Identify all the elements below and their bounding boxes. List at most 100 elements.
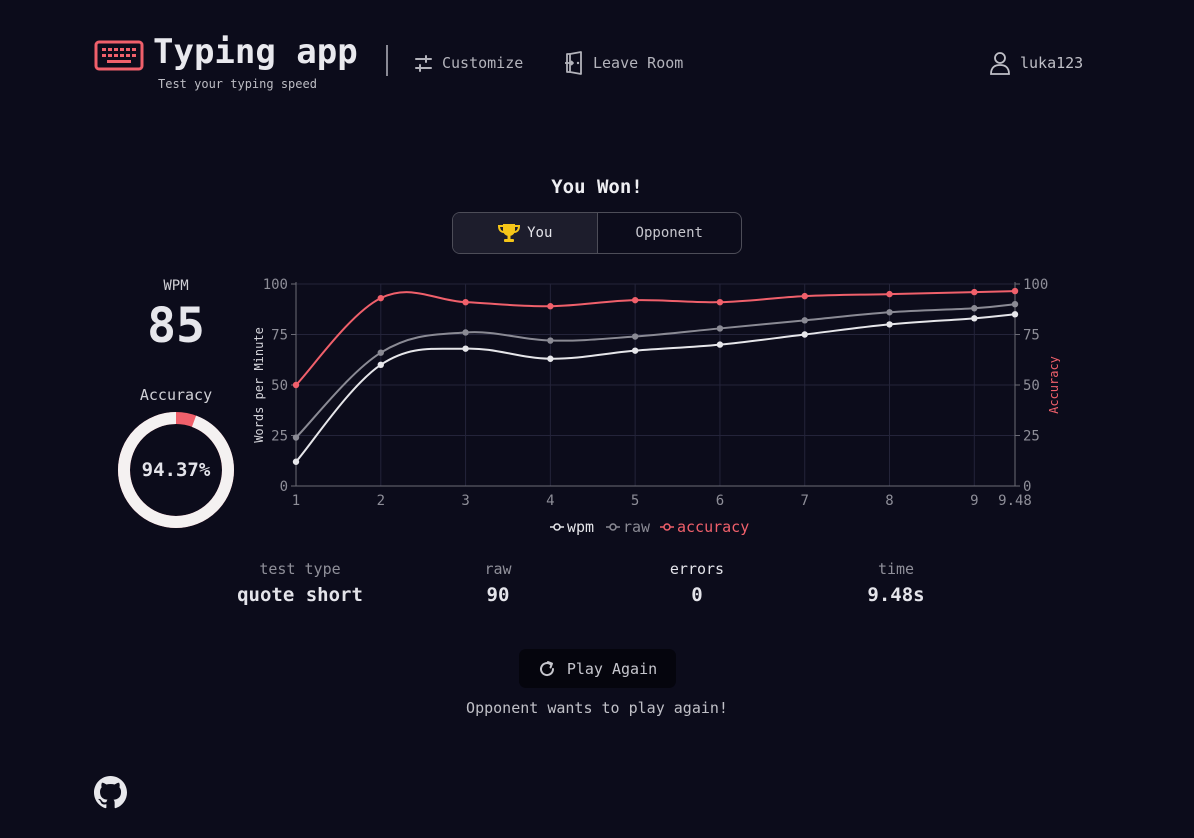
wpm-label: WPM	[163, 278, 189, 294]
point-accuracy	[462, 298, 469, 306]
point-wpm	[547, 355, 554, 362]
y2-axis-title: Accuracy	[1047, 356, 1060, 414]
stat-label: time	[877, 560, 915, 578]
point-raw	[801, 317, 808, 324]
header-divider	[386, 45, 388, 76]
x-tick-label: 7	[801, 493, 809, 509]
stat-value: quote short	[237, 584, 363, 606]
point-raw	[886, 309, 893, 316]
x-tick-label: 8	[885, 493, 893, 509]
y2-tick-label: 25	[1023, 429, 1040, 445]
point-raw	[292, 434, 300, 441]
sliders-icon	[415, 54, 432, 72]
tab-opponent-label: Opponent	[635, 225, 703, 241]
accuracy-ring	[118, 412, 234, 528]
point-accuracy	[801, 292, 808, 300]
y-tick-label: 100	[263, 277, 288, 293]
x-tick-label: 3	[461, 493, 469, 509]
stat-test-type: test type quote short	[220, 560, 380, 606]
point-accuracy	[631, 296, 639, 304]
point-accuracy	[292, 381, 300, 389]
y2-tick-label: 50	[1023, 378, 1040, 394]
stat-label: errors	[669, 560, 725, 578]
stats-row: test type quote short raw 90 errors 0 ti…	[220, 560, 980, 620]
point-raw	[377, 349, 384, 356]
opponent-notice: Opponent wants to play again!	[466, 699, 728, 717]
y2-tick-label: 0	[1023, 479, 1031, 495]
stat-raw: raw 90	[418, 560, 578, 606]
x-tick-label: 5	[631, 493, 639, 509]
point-wpm	[462, 345, 469, 352]
player-toggle: You Opponent	[452, 212, 742, 254]
point-raw	[462, 329, 469, 336]
app-subtitle: Test your typing speed	[158, 77, 317, 91]
point-accuracy	[971, 288, 978, 296]
tab-you-label: You	[527, 225, 553, 241]
point-wpm	[801, 331, 808, 338]
y-tick-label: 75	[271, 328, 288, 344]
legend-swatch-dot	[553, 523, 561, 531]
point-wpm	[292, 458, 300, 465]
point-wpm	[716, 341, 724, 348]
series-line-wpm	[295, 313, 1016, 463]
app-title: Typing app	[153, 32, 358, 72]
customize-button[interactable]: Customize	[414, 50, 523, 76]
y-axis-title: Words per Minute	[252, 327, 266, 443]
point-wpm	[377, 361, 384, 368]
y2-tick-label: 100	[1023, 277, 1048, 293]
stat-label: test type	[259, 560, 341, 578]
tab-you[interactable]: You	[453, 213, 598, 253]
stat-label: raw	[484, 560, 512, 578]
point-accuracy	[886, 290, 893, 298]
point-raw	[971, 305, 978, 312]
x-tick-label: 4	[546, 493, 554, 509]
y-tick-label: 25	[271, 429, 288, 445]
x-tick-label: 2	[377, 493, 385, 509]
point-raw	[631, 333, 639, 340]
y2-tick-label: 75	[1023, 328, 1040, 344]
refresh-icon	[539, 660, 554, 676]
tab-opponent[interactable]: Opponent	[598, 213, 742, 253]
leave-room-label: Leave Room	[593, 54, 684, 72]
header: Typing app Test your typing speed Custom…	[0, 0, 1194, 110]
stat-value: 90	[486, 584, 510, 606]
result-title: You Won!	[551, 176, 643, 198]
play-again-button[interactable]: Play Again	[519, 649, 676, 688]
wpm-value: 85	[147, 298, 205, 354]
github-icon[interactable]	[94, 776, 127, 809]
leave-room-button[interactable]: Leave Room	[564, 50, 683, 76]
point-wpm	[1011, 311, 1019, 318]
series-line-accuracy	[295, 290, 1016, 386]
point-raw	[547, 337, 554, 344]
accuracy-value: 94.37%	[141, 459, 211, 481]
wpm-chart: 0 0 25 25 50 50 75 75 100 100 1 2 3 4 5 6 7 8 9 9.48 Words p…	[252, 277, 1060, 536]
x-tick-label: 6	[716, 493, 724, 509]
series-line-raw	[295, 303, 1016, 439]
x-tick-label: 1	[292, 493, 300, 509]
x-tick-label: 9	[970, 493, 978, 509]
legend-swatch-dot	[663, 523, 671, 531]
legend-label: wpm	[567, 518, 594, 536]
point-raw	[716, 325, 724, 332]
point-accuracy	[547, 303, 554, 310]
keyboard-icon	[94, 40, 144, 71]
point-accuracy	[377, 294, 384, 302]
y-tick-label: 50	[271, 378, 288, 394]
customize-label: Customize	[442, 54, 524, 72]
y-tick-label: 0	[280, 479, 288, 495]
point-wpm	[971, 315, 978, 322]
point-wpm	[886, 321, 893, 328]
accuracy-ring-progress	[118, 412, 234, 528]
username: luka123	[1020, 54, 1084, 72]
point-raw	[1011, 301, 1019, 308]
accuracy-label: Accuracy	[139, 386, 213, 404]
stat-value: 0	[691, 584, 703, 606]
user-icon	[990, 52, 1010, 75]
legend-label: raw	[623, 518, 651, 536]
point-accuracy	[1011, 287, 1019, 295]
trophy-icon	[498, 224, 521, 242]
play-again-label: Play Again	[566, 659, 658, 678]
door-exit-icon	[565, 51, 582, 75]
legend-swatch-dot	[609, 523, 617, 531]
user-menu[interactable]: luka123	[989, 50, 1083, 76]
